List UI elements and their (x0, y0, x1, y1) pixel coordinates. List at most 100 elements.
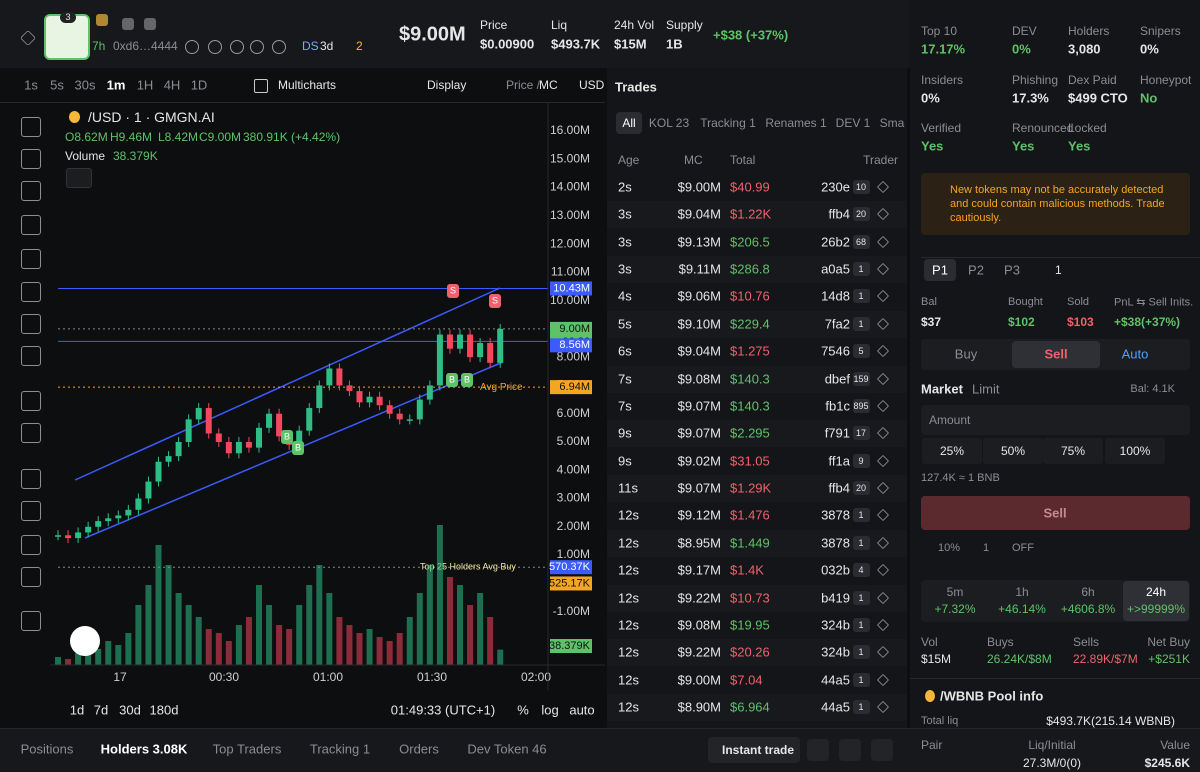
range-button[interactable]: 180d (149, 702, 179, 718)
trade-trader[interactable]: ffb4 (828, 206, 850, 222)
timeframe[interactable]: 1s (24, 77, 38, 93)
trade-trader[interactable]: 14d8 (821, 288, 850, 304)
timeframe[interactable]: 30s (74, 77, 96, 93)
bottom-tab[interactable]: Dev Token 46 (467, 741, 547, 757)
tool-icon[interactable] (21, 391, 41, 411)
toolbar-button[interactable] (807, 739, 829, 761)
tool-icon[interactable] (21, 117, 41, 137)
mc-toggle[interactable]: MC (539, 78, 558, 92)
trade-trader[interactable]: 324b (821, 617, 850, 633)
period-label[interactable]: 1h (1015, 585, 1029, 599)
scale-option[interactable]: auto (569, 702, 595, 718)
buy-marker (461, 373, 473, 387)
trade-trader[interactable]: 44a5 (821, 672, 850, 688)
trade-trader[interactable]: ffb4 (828, 480, 850, 496)
multicharts[interactable]: Multicharts (278, 78, 337, 92)
percent-button[interactable] (1105, 438, 1165, 464)
trend-line (74, 287, 501, 481)
price-toggle[interactable]: Price / (506, 78, 541, 92)
percent-button[interactable] (983, 438, 1043, 464)
trade-trader[interactable]: fb1c (825, 398, 850, 414)
trades-tab[interactable]: All (622, 116, 636, 130)
trade-trader[interactable]: f791 (824, 425, 850, 441)
scale-option[interactable]: % (517, 702, 529, 718)
range-button[interactable]: 7d (93, 702, 109, 718)
tool-icon[interactable] (21, 501, 41, 521)
side-option[interactable]: Buy (954, 346, 978, 362)
timeframe[interactable]: 1m (106, 77, 126, 93)
side-option[interactable]: Auto (1121, 346, 1149, 362)
trade-trader[interactable]: 7fa2 (824, 316, 850, 332)
range-button[interactable]: 30d (119, 702, 141, 718)
resistance-price-box (550, 281, 592, 296)
tool-icon[interactable] (21, 611, 41, 631)
tool-icon[interactable] (21, 314, 41, 334)
tool-icon[interactable] (21, 181, 41, 201)
volume-bar (366, 629, 373, 665)
timeframe[interactable]: 5s (50, 77, 64, 93)
trade-trader[interactable]: dbef (824, 371, 850, 387)
timeframe[interactable]: 1D (190, 77, 208, 93)
trade-trader[interactable]: 032b (821, 562, 850, 578)
bottom-tab[interactable]: Positions (20, 741, 74, 757)
tool-icon[interactable] (21, 346, 41, 366)
trade-trader[interactable]: 7546 (821, 343, 850, 359)
tool-icon[interactable] (21, 149, 41, 169)
percent-button[interactable] (922, 438, 982, 464)
trades-tab[interactable]: DEV 1 (835, 116, 871, 130)
period-label[interactable]: 24h (1145, 585, 1167, 599)
tool-icon[interactable] (21, 567, 41, 587)
trades-tab[interactable]: Sma (879, 116, 905, 130)
trade-trader[interactable]: a0a5 (821, 261, 850, 277)
amount-input[interactable] (921, 405, 1190, 435)
trade-trader[interactable]: 324b (821, 644, 850, 660)
trade-trader[interactable]: 26b2 (821, 234, 850, 250)
wallet-count[interactable]: 1 (1055, 263, 1062, 277)
collapse-button[interactable] (66, 168, 92, 188)
tool-icon[interactable] (21, 469, 41, 489)
instant-trade-button[interactable] (708, 737, 800, 763)
timeframe[interactable]: 4H (163, 77, 181, 93)
balance-value: $103 (1067, 315, 1094, 329)
toolbar-button[interactable] (871, 739, 893, 761)
percent-button[interactable] (1043, 438, 1103, 464)
candle (205, 408, 212, 434)
token-address[interactable]: 0xd6…4444 (113, 39, 178, 53)
bottom-tab[interactable]: Tracking 1 (309, 741, 371, 757)
bottom-tab[interactable]: Top Traders (212, 741, 282, 757)
preset[interactable]: P2 (968, 262, 984, 278)
display[interactable]: Display (427, 78, 467, 92)
bottom-tab[interactable]: Holders 3.08K (100, 741, 188, 757)
tool-icon[interactable] (21, 535, 41, 555)
period-label[interactable]: 6h (1081, 585, 1095, 599)
scale-option[interactable]: log (541, 702, 559, 718)
trade-total: $1.22K (730, 206, 772, 222)
toolbar-button[interactable] (839, 739, 861, 761)
trades-tab[interactable]: Renames 1 (765, 116, 827, 130)
trades-tab[interactable]: KOL 23 (648, 116, 690, 130)
trade-trader[interactable]: 230e (821, 179, 850, 195)
trade-trader[interactable]: 3878 (821, 507, 850, 523)
sell-button[interactable] (921, 496, 1190, 530)
period-label[interactable]: 5m (946, 585, 964, 599)
bottom-tab[interactable]: Orders (399, 741, 439, 757)
range-button[interactable]: 1d (69, 702, 85, 718)
trades-tab[interactable]: Tracking 1 (700, 116, 756, 130)
tool-icon[interactable] (21, 249, 41, 269)
order-type[interactable]: Market (921, 381, 963, 397)
clock: 01:49:33 (UTC+1) (390, 702, 496, 718)
divider (0, 102, 605, 103)
preset[interactable]: P3 (1004, 262, 1020, 278)
trade-trader[interactable]: ff1a (828, 453, 850, 469)
trade-trader[interactable]: 44a5 (821, 699, 850, 715)
side-option[interactable]: Sell (1044, 346, 1068, 362)
tool-icon[interactable] (21, 423, 41, 443)
tool-icon[interactable] (21, 215, 41, 235)
order-type[interactable]: Limit (972, 381, 1000, 397)
tool-icon[interactable] (21, 282, 41, 302)
currency[interactable]: USD (579, 78, 605, 92)
trade-trader[interactable]: b419 (821, 590, 850, 606)
trade-trader[interactable]: 3878 (821, 535, 850, 551)
timeframe[interactable]: 1H (136, 77, 154, 93)
preset[interactable]: P1 (932, 262, 948, 278)
